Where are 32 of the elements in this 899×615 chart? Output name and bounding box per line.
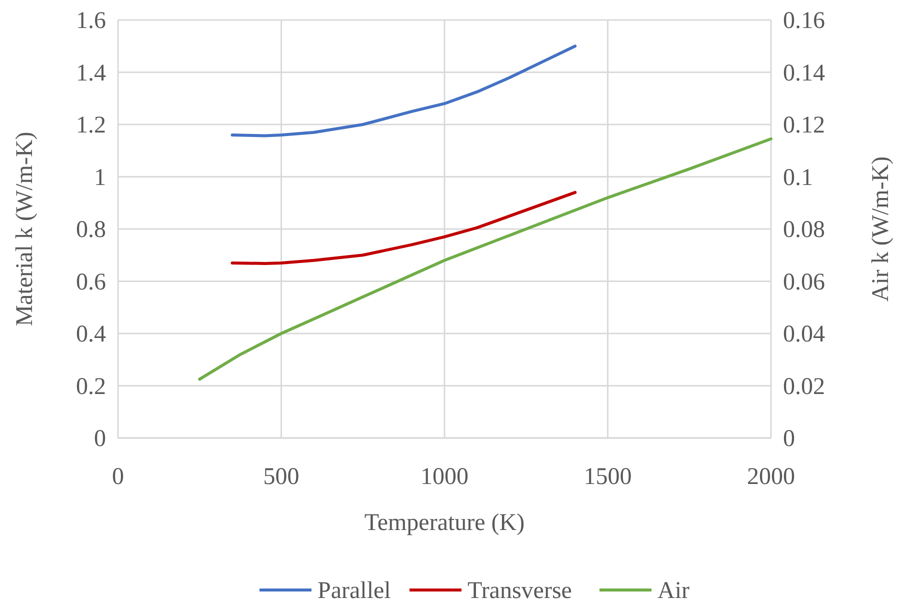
y-tick-label: 1.6 (76, 8, 106, 34)
y2-tick-label: 0.16 (783, 8, 825, 34)
y2-tick-label: 0.06 (783, 269, 825, 296)
y2-axis-title: Air k (W/m-K) (868, 156, 894, 302)
y-tick-label: 1.4 (76, 60, 106, 86)
line-series (198, 137, 772, 381)
y-tick-label: 1 (94, 164, 106, 191)
y2-tick-label: 0.14 (783, 60, 825, 86)
y-tick-label: 0.2 (76, 374, 106, 400)
y-tick-label: 1.2 (76, 112, 106, 138)
y-tick-label: 0 (94, 426, 106, 452)
y-tick-label: 0.4 (76, 322, 106, 348)
x-tick-label: 0 (112, 464, 124, 490)
legend-label: Transverse (468, 578, 572, 604)
x-tick-label: 1500 (584, 464, 632, 490)
y2-tick-label: 0.12 (783, 112, 825, 138)
x-tick-label: 500 (263, 464, 300, 490)
y2-tick-label: 0.08 (783, 217, 825, 243)
y2-tick-label: 0 (783, 426, 795, 452)
x-tick-label: 2000 (747, 464, 795, 490)
y-tick-label: 0.8 (76, 217, 106, 243)
y-axis-title: Material k (W/m-K) (12, 132, 38, 326)
y2-tick-label: 0.02 (783, 374, 825, 400)
legend-label: Parallel (318, 578, 392, 604)
line-series (230, 44, 577, 138)
y2-tick-label: 0.1 (783, 164, 813, 191)
x-axis-title: Temperature (K) (364, 510, 525, 536)
y2-tick-label: 0.04 (783, 322, 825, 348)
x-tick-label: 1000 (420, 464, 468, 490)
legend-label: Air (658, 578, 690, 604)
y-tick-label: 0.6 (76, 269, 106, 296)
line-series (230, 190, 577, 265)
